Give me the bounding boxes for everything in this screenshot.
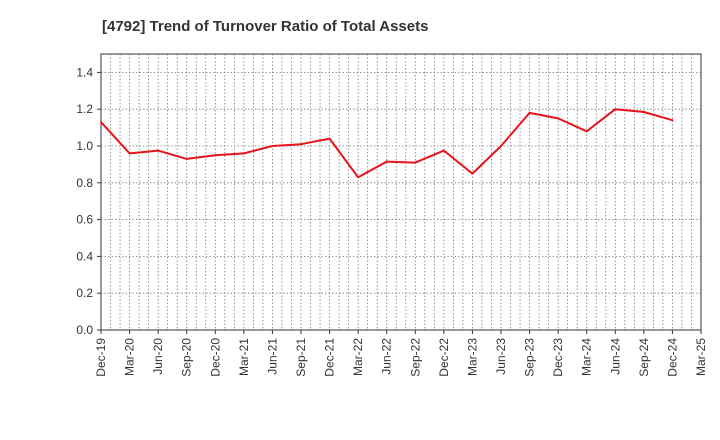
data-point xyxy=(642,110,645,113)
x-tick-label: Jun-20 xyxy=(151,338,165,375)
data-point xyxy=(471,172,474,175)
gridlines xyxy=(101,54,701,330)
x-tick-label: Mar-24 xyxy=(580,338,594,376)
y-tick-label: 1.4 xyxy=(76,65,93,79)
x-tick-label: Dec-21 xyxy=(323,338,337,377)
data-point xyxy=(557,117,560,120)
x-tick-label: Jun-22 xyxy=(380,338,394,375)
data-point xyxy=(585,130,588,133)
x-tick-label: Dec-23 xyxy=(551,338,565,377)
data-point xyxy=(357,176,360,179)
x-tick-label: Mar-25 xyxy=(694,338,708,376)
y-tick-label: 0.4 xyxy=(76,249,93,263)
data-point xyxy=(214,154,217,157)
data-point xyxy=(185,157,188,160)
data-point xyxy=(100,121,102,124)
x-tick-label: Sep-21 xyxy=(294,338,308,377)
x-tick-label: Mar-20 xyxy=(123,338,137,376)
y-tick-label: 1.0 xyxy=(76,139,93,153)
y-tick-label: 0.8 xyxy=(76,176,93,190)
data-point xyxy=(157,149,160,152)
x-tick-label: Jun-21 xyxy=(265,338,279,375)
data-point xyxy=(500,145,502,147)
data-point xyxy=(528,111,531,114)
y-axis-ticks: 0.0 0.2 0.4 0.6 0.8 1.0 1.2 1.4 xyxy=(76,65,101,337)
y-tick-label: 0.2 xyxy=(76,286,93,300)
data-point xyxy=(300,143,302,146)
data-point xyxy=(385,160,388,163)
data-point xyxy=(442,149,445,152)
x-tick-label: Mar-23 xyxy=(465,338,479,376)
x-tick-label: Dec-24 xyxy=(665,338,679,377)
plot-area xyxy=(100,53,702,331)
x-tick-label: Jun-24 xyxy=(608,338,622,375)
data-point xyxy=(271,145,274,147)
x-tick-label: Jun-23 xyxy=(494,338,508,375)
data-point xyxy=(128,152,131,155)
y-tick-label: 0.0 xyxy=(76,323,93,337)
data-point xyxy=(671,119,674,122)
chart-title: [4792] Trend of Turnover Ratio of Total … xyxy=(102,18,428,35)
x-axis-ticks: Dec-19 Mar-20 Jun-20 Sep-20 Dec-20 Mar-21 Jun-… xyxy=(94,330,708,377)
y-tick-label: 0.6 xyxy=(76,213,93,227)
data-point xyxy=(242,152,245,155)
x-tick-label: Dec-22 xyxy=(437,338,451,377)
x-tick-label: Sep-20 xyxy=(180,338,194,377)
x-tick-label: Sep-24 xyxy=(637,338,651,377)
data-point xyxy=(328,137,331,140)
data-point xyxy=(414,161,417,164)
x-tick-label: Dec-20 xyxy=(208,338,222,377)
x-tick-label: Mar-22 xyxy=(351,338,365,376)
x-tick-label: Mar-21 xyxy=(237,338,251,376)
x-tick-label: Sep-22 xyxy=(408,338,422,377)
x-tick-label: Sep-23 xyxy=(523,338,537,377)
y-tick-label: 1.2 xyxy=(76,102,93,116)
x-tick-label: Dec-19 xyxy=(94,338,108,377)
series-layer xyxy=(100,108,674,179)
data-point xyxy=(614,108,617,111)
